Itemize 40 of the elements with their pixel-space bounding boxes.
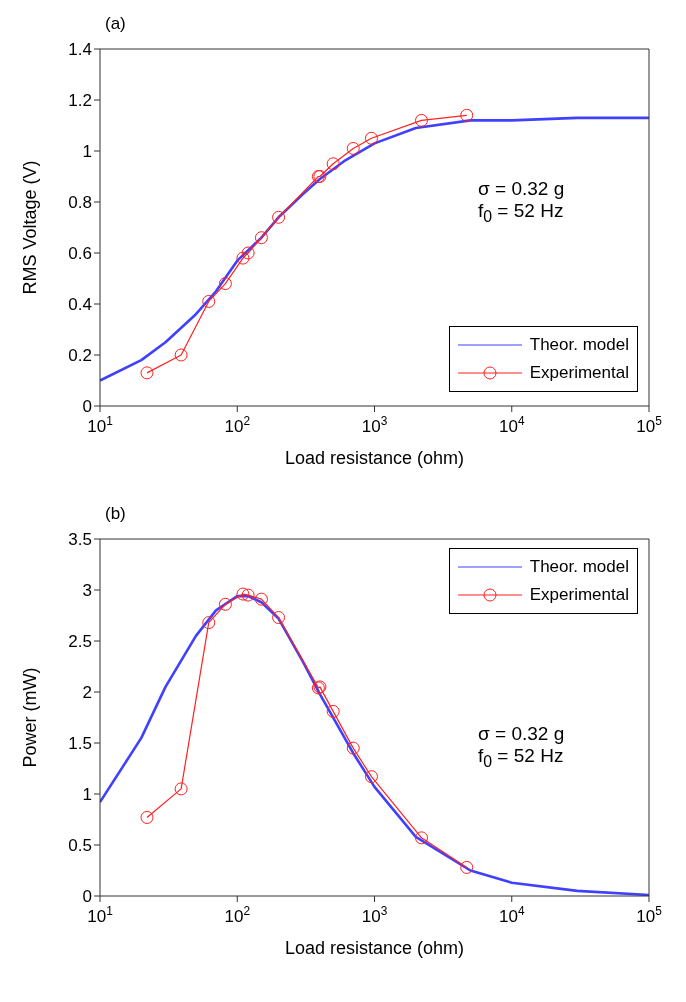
annotation: σ = 0.32 g <box>478 723 565 745</box>
y-tick-label: 0 <box>82 397 92 417</box>
y-tick-label: 1 <box>82 142 92 162</box>
y-axis-title: RMS Voltage (V) <box>20 160 41 295</box>
x-tick-label: 10$^{4}$ <box>498 904 525 926</box>
x-axis-title: Load resistance (ohm) <box>284 448 465 468</box>
legend-label: Experimental <box>529 584 629 606</box>
y-tick-label: 0.6 <box>68 244 92 264</box>
annotation: σ = 0.32 g <box>478 178 565 200</box>
y-tick-label: 1.5 <box>68 734 92 754</box>
y-tick-label: 0 <box>82 887 92 907</box>
y-tick-label: 2 <box>82 683 92 703</box>
x-tick-label: 10$^{2}$ <box>224 414 251 436</box>
annotation: f$_{0}$ = 52 Hz <box>478 200 565 227</box>
legend-label: Theor. model <box>529 556 629 578</box>
y-tick-label: 3.5 <box>68 530 92 550</box>
x-tick-label: 10$^{1}$ <box>87 904 114 926</box>
y-tick-label: 1 <box>82 785 92 805</box>
chart-title: (a) <box>105 14 126 34</box>
legend-label: Experimental <box>529 362 629 384</box>
annotation: f$_{0}$ = 52 Hz <box>478 745 565 772</box>
x-axis-title: Load resistance (ohm) <box>284 938 465 958</box>
x-tick-label: 10$^{2}$ <box>224 904 251 926</box>
y-tick-label: 3 <box>82 581 92 601</box>
y-tick-label: 0.4 <box>68 295 92 315</box>
x-tick-label: 10$^{1}$ <box>87 414 114 436</box>
x-tick-label: 10$^{3}$ <box>361 414 388 436</box>
y-tick-label: 0.5 <box>68 836 92 856</box>
x-tick-label: 10$^{3}$ <box>361 904 388 926</box>
y-tick-label: 2.5 <box>68 632 92 652</box>
y-tick-label: 1.4 <box>68 40 92 60</box>
y-tick-label: 1.2 <box>68 91 92 111</box>
y-axis-title: Power (mW) <box>20 667 41 768</box>
x-tick-label: 10$^{4}$ <box>498 414 525 436</box>
x-tick-label: 10$^{5}$ <box>636 414 663 436</box>
chart-title: (b) <box>105 504 126 524</box>
legend-label: Theor. model <box>529 334 629 356</box>
y-tick-label: 0.2 <box>68 346 92 366</box>
x-tick-label: 10$^{5}$ <box>636 904 663 926</box>
y-tick-label: 0.8 <box>68 193 92 213</box>
